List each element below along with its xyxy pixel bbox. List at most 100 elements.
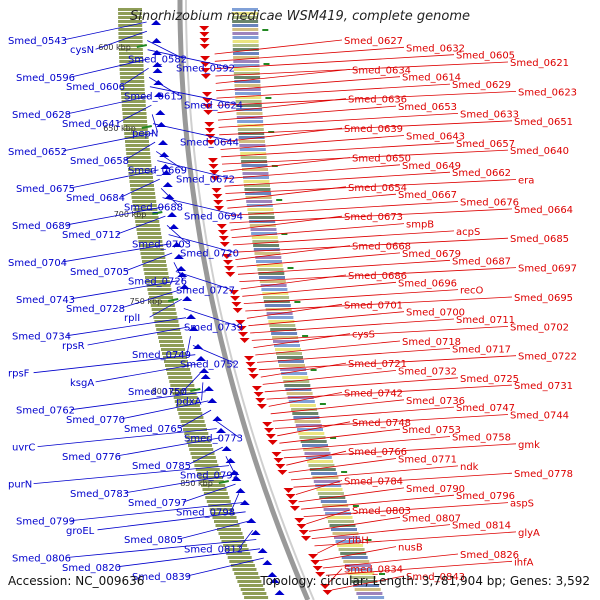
gene-label[interactable]: rpsR: [62, 341, 85, 352]
gene-label[interactable]: Smed_0675: [16, 184, 75, 195]
gene-label[interactable]: Smed_0629: [452, 80, 511, 91]
gene-label[interactable]: Smed_0805: [124, 535, 183, 546]
gene-label[interactable]: Smed_0664: [514, 205, 573, 216]
gene-label[interactable]: Smed_0640: [510, 146, 569, 157]
gene-label[interactable]: nusB: [398, 543, 423, 554]
gene-label[interactable]: Smed_0783: [70, 489, 129, 500]
gene-label[interactable]: Smed_0799: [16, 517, 75, 528]
gene-label[interactable]: ksgA: [70, 378, 94, 389]
gene-label[interactable]: Smed_0658: [70, 156, 129, 167]
gene-label[interactable]: rpsF: [8, 369, 30, 380]
gene-label[interactable]: Smed_0776: [62, 452, 121, 463]
gene-label[interactable]: Smed_0694: [184, 212, 243, 223]
gene-label[interactable]: Smed_0669: [128, 165, 187, 176]
gene-label[interactable]: Smed_0765: [124, 424, 183, 435]
gene-label[interactable]: Smed_0784: [344, 477, 403, 488]
gene-label[interactable]: purN: [8, 480, 32, 491]
gene-label[interactable]: Smed_0770: [66, 415, 125, 426]
gene-label[interactable]: cysS: [352, 330, 375, 341]
gene-label[interactable]: Smed_0728: [66, 304, 125, 315]
gene-label[interactable]: Smed_0762: [16, 406, 75, 417]
gene-label[interactable]: Smed_0689: [12, 221, 71, 232]
gene-label[interactable]: Smed_0657: [456, 139, 515, 150]
gene-label[interactable]: Smed_0700: [406, 308, 465, 319]
gene-label[interactable]: Smed_0651: [514, 117, 573, 128]
gene-label[interactable]: Smed_0676: [460, 198, 519, 209]
gene-label[interactable]: Smed_0650: [352, 154, 411, 165]
gene-label[interactable]: Smed_0605: [456, 51, 515, 62]
gene-label[interactable]: Smed_0702: [510, 322, 569, 333]
gene-label[interactable]: Smed_0790: [406, 484, 465, 495]
gene-label[interactable]: Smed_0705: [70, 267, 129, 278]
gene-label[interactable]: ndk: [460, 462, 479, 473]
gene-label[interactable]: Smed_0652: [8, 147, 67, 158]
gene-label[interactable]: recO: [460, 286, 484, 297]
gene-label[interactable]: Smed_0753: [402, 425, 461, 436]
gene-label[interactable]: aspS: [510, 499, 534, 510]
gene-label[interactable]: Smed_0695: [514, 293, 573, 304]
gene-label[interactable]: Smed_0834: [344, 565, 403, 576]
gene-label[interactable]: Smed_0621: [510, 58, 569, 69]
gene-label[interactable]: Smed_0785: [132, 461, 191, 472]
gene-label[interactable]: Smed_0653: [398, 102, 457, 113]
gene-label[interactable]: Smed_0807: [402, 513, 461, 524]
gene-label[interactable]: Smed_0673: [344, 212, 403, 223]
gene-label[interactable]: Smed_0778: [514, 469, 573, 480]
gene-label[interactable]: Smed_0688: [124, 202, 183, 213]
gene-label[interactable]: Smed_0727: [176, 286, 235, 297]
gene-label[interactable]: Smed_0634: [352, 65, 411, 76]
gene-label[interactable]: Smed_0771: [398, 455, 457, 466]
gene-label[interactable]: Smed_0732: [398, 366, 457, 377]
gene-label[interactable]: pepN: [132, 128, 158, 139]
gene-label[interactable]: acpS: [456, 227, 480, 238]
gene-label[interactable]: gmk: [518, 440, 540, 451]
gene-label[interactable]: ihfA: [514, 557, 534, 568]
gene-label[interactable]: Smed_0543: [8, 36, 67, 47]
gene-label[interactable]: Smed_0701: [344, 300, 403, 311]
gene-label[interactable]: glyA: [518, 528, 540, 539]
gene-label[interactable]: Smed_0667: [398, 190, 457, 201]
gene-label[interactable]: Smed_0636: [348, 95, 407, 106]
gene-label[interactable]: Smed_0758: [452, 433, 511, 444]
gene-label[interactable]: Smed_0797: [128, 498, 187, 509]
gene-label[interactable]: Smed_0736: [406, 396, 465, 407]
gene-label[interactable]: Smed_0668: [352, 242, 411, 253]
gene-label[interactable]: Smed_0685: [510, 234, 569, 245]
gene-label[interactable]: Smed_0696: [398, 278, 457, 289]
gene-label[interactable]: Smed_0662: [452, 168, 511, 179]
gene-label[interactable]: Smed_0627: [344, 36, 403, 47]
gene-label[interactable]: Smed_0718: [402, 337, 461, 348]
gene-label[interactable]: Smed_0687: [452, 256, 511, 267]
gene-label[interactable]: Smed_0725: [460, 374, 519, 385]
gene-label[interactable]: Smed_0712: [62, 230, 121, 241]
gene-label[interactable]: Smed_0633: [460, 109, 519, 120]
gene-label[interactable]: Smed_0750: [128, 387, 187, 398]
gene-label[interactable]: Smed_0839: [132, 572, 191, 583]
gene-label[interactable]: ribH: [348, 535, 369, 546]
gene-label[interactable]: Smed_0742: [344, 388, 403, 399]
gene-label[interactable]: Smed_0703: [132, 239, 191, 250]
gene-label[interactable]: Smed_0644: [180, 138, 239, 149]
gene-label[interactable]: Smed_0773: [184, 433, 243, 444]
gene-label[interactable]: Smed_0623: [518, 87, 577, 98]
gene-label[interactable]: Smed_0726: [128, 276, 187, 287]
gene-label[interactable]: Smed_0747: [456, 403, 515, 414]
gene-label[interactable]: Smed_0654: [348, 183, 407, 194]
gene-label[interactable]: Smed_0615: [124, 91, 183, 102]
gene-label[interactable]: smpB: [406, 220, 434, 231]
gene-label[interactable]: Smed_0614: [402, 73, 461, 84]
gene-label[interactable]: Smed_0820: [62, 563, 121, 574]
gene-label[interactable]: era: [518, 176, 534, 187]
gene-label[interactable]: Smed_0743: [16, 295, 75, 306]
gene-label[interactable]: Smed_0632: [406, 43, 465, 54]
gene-label[interactable]: Smed_0686: [348, 271, 407, 282]
gene-label[interactable]: Smed_0812: [184, 544, 243, 555]
gene-label[interactable]: Smed_0721: [348, 359, 407, 370]
gene-label[interactable]: Smed_0596: [16, 73, 75, 84]
gene-label[interactable]: groEL: [66, 526, 95, 537]
gene-label[interactable]: Smed_0643: [406, 132, 465, 143]
gene-label[interactable]: Smed_0731: [514, 381, 573, 392]
gene-label[interactable]: Smed_0641: [62, 119, 121, 130]
gene-label[interactable]: Smed_0592: [176, 64, 235, 75]
gene-label[interactable]: Smed_0704: [8, 258, 67, 269]
